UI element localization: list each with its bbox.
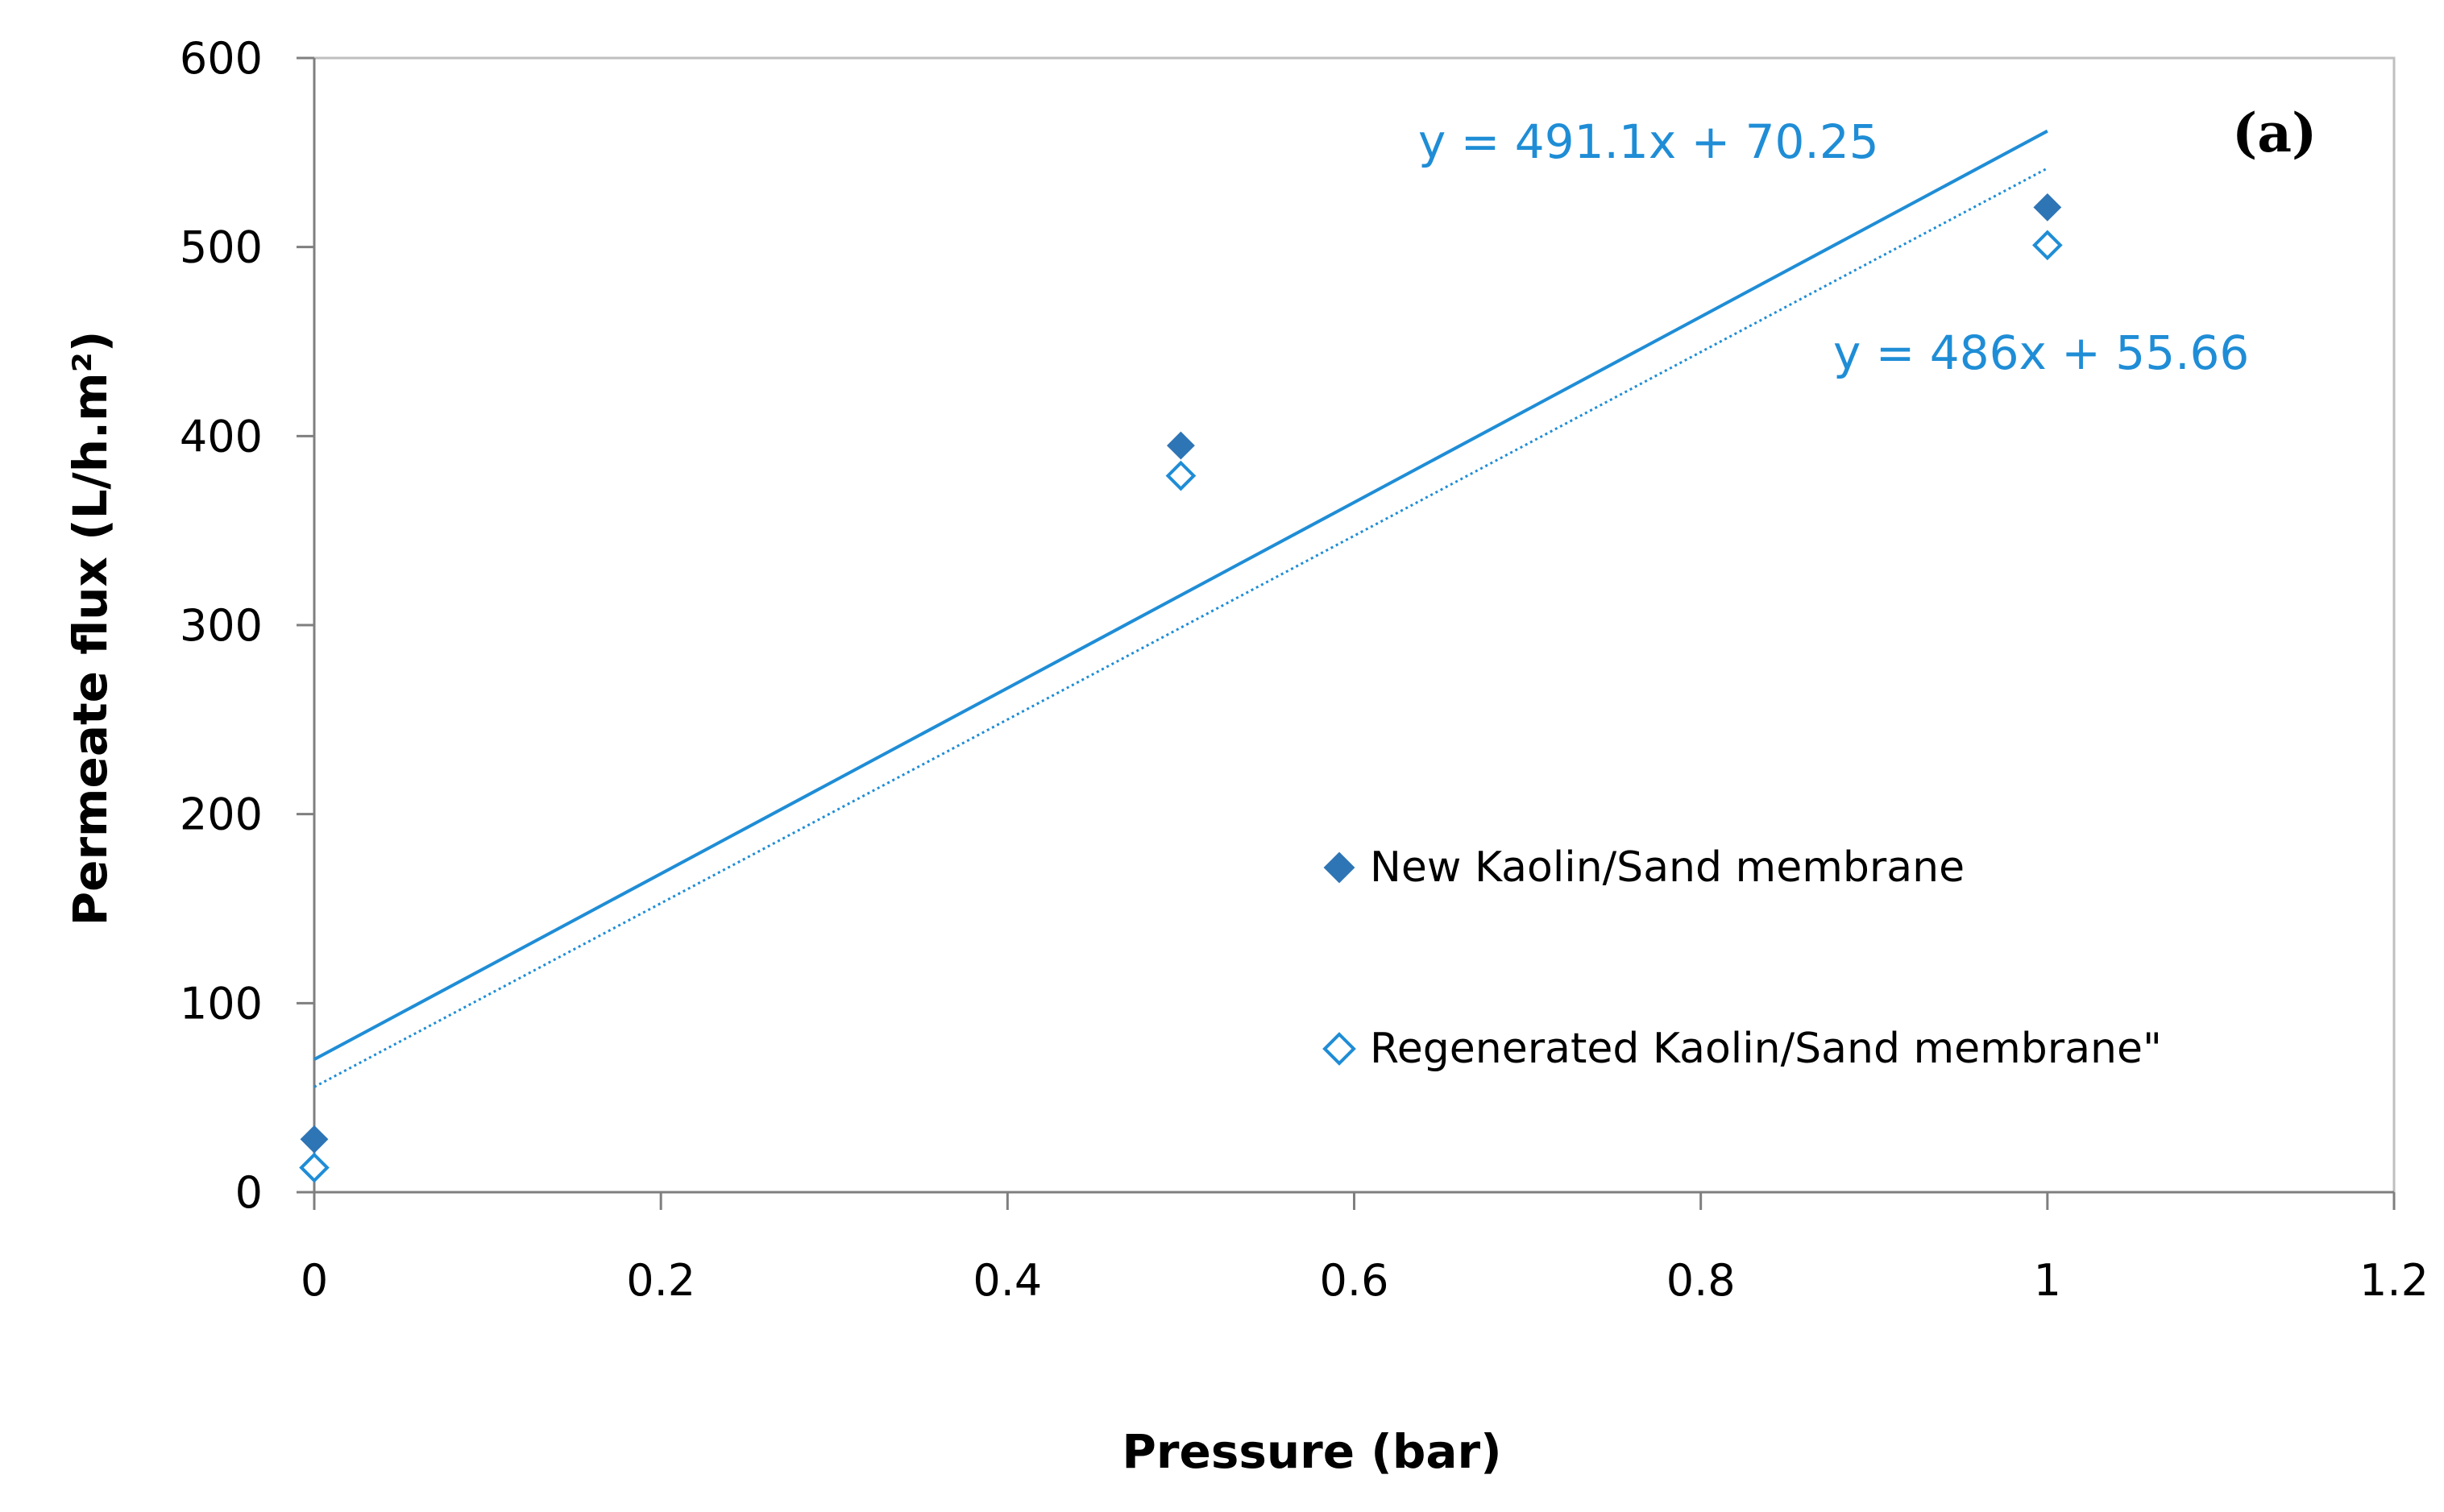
y-tick-label: 200 — [180, 789, 263, 840]
x-axis-ticks: 0 0.2 0.4 0.6 0.8 1 1.2 — [301, 1192, 2429, 1306]
equation-label-new: y = 491.1x + 70.25 — [1418, 114, 1879, 169]
x-axis-title: Pressure (bar) — [1122, 1424, 1501, 1479]
point-new-membrane — [1167, 431, 1195, 460]
y-tick-label: 500 — [180, 222, 263, 273]
trendline-new — [313, 129, 2048, 1061]
y-axis-ticks: 0 100 200 300 400 500 600 — [180, 33, 314, 1218]
point-regenerated-membrane — [299, 1152, 330, 1183]
x-tick-label: 1 — [2034, 1255, 2061, 1306]
legend-label-new: New Kaolin/Sand membrane — [1370, 843, 1965, 892]
y-tick-label: 600 — [180, 33, 263, 84]
data-points — [299, 193, 2063, 1183]
x-tick-label: 0.2 — [626, 1255, 695, 1306]
x-tick-label: 0.8 — [1666, 1255, 1736, 1306]
legend-marker-new — [1323, 851, 1355, 884]
x-tick-label: 0 — [301, 1255, 328, 1306]
y-tick-label: 400 — [180, 411, 263, 462]
legend: New Kaolin/Sand membrane Regenerated Kao… — [1322, 843, 2162, 1073]
equation-label-regenerated: y = 486x + 55.66 — [1833, 325, 2249, 380]
trendlines — [313, 129, 2048, 1088]
y-tick-label: 0 — [235, 1167, 263, 1218]
plot-area-border — [313, 56, 2396, 1194]
legend-marker-regenerated — [1322, 1032, 1356, 1066]
x-tick-label: 0.4 — [973, 1255, 1042, 1306]
point-regenerated-membrane — [2032, 230, 2063, 261]
y-tick-label: 300 — [180, 600, 263, 651]
y-axis-title: Permeate flux (L/h.m²) — [63, 331, 118, 926]
x-tick-label: 1.2 — [2359, 1255, 2429, 1306]
point-new-membrane — [2033, 193, 2062, 222]
point-new-membrane — [300, 1125, 329, 1154]
trendline-regenerated — [313, 167, 2048, 1088]
y-tick-label: 100 — [180, 978, 263, 1029]
panel-label: (a) — [2232, 101, 2317, 164]
legend-label-regenerated: Regenerated Kaolin/Sand membrane" — [1370, 1025, 2162, 1073]
x-tick-label: 0.6 — [1320, 1255, 1389, 1306]
point-regenerated-membrane — [1165, 460, 1197, 491]
